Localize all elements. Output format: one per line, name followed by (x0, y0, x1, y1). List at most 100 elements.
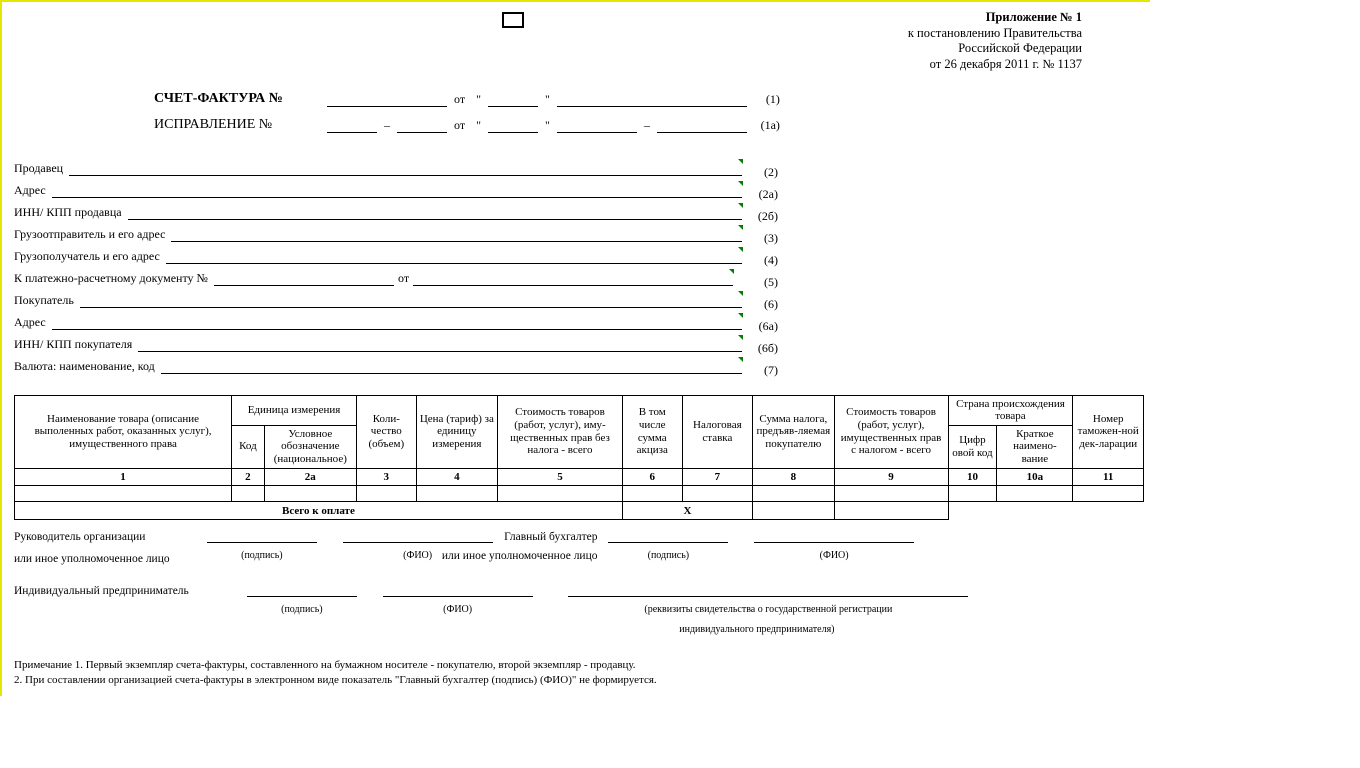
field-row: ИНН/ КПП продавца (2б) (14, 205, 1142, 227)
invoice-number-field[interactable] (327, 91, 447, 107)
field-underline[interactable] (214, 271, 394, 286)
field-underline[interactable] (128, 205, 742, 220)
dash-text: – (640, 118, 654, 133)
field-underline[interactable] (52, 315, 742, 330)
table-column-numbers-row: 1 2 2а 3 4 5 6 7 8 9 10 10а 11 (15, 468, 1144, 486)
ip-sign-field[interactable] (247, 584, 357, 597)
correction-number-row: ИСПРАВЛЕНИЕ № – от " " – (1а) (154, 117, 1142, 143)
acc-label: Главный бухгалтер (496, 531, 606, 543)
col-number: 7 (682, 468, 753, 486)
field-label: Продавец (14, 161, 69, 176)
fields-block: Продавец(2)Адрес(2а)ИНН/ КПП продавца (2б… (14, 161, 1142, 381)
signature-row-ip: Индивидуальный предприниматель (14, 584, 1142, 604)
quote-text: " (541, 92, 554, 107)
line-code: (3) (748, 231, 778, 246)
head-fio-field[interactable] (343, 530, 493, 543)
field-row: Валюта: наименование, код (7) (14, 359, 1142, 381)
ip-req-caption2: индивидуального предпринимателя) (557, 624, 957, 635)
col-header: Стоимость товаров (работ, услуг), иму-ще… (498, 395, 623, 468)
total-x: X (622, 502, 752, 520)
line-code: (4) (748, 253, 778, 268)
col-header: Сумма налога, предъяв-ляемая покупателю (753, 395, 834, 468)
note-line: 2. При составлении организацией счета-фа… (14, 673, 1142, 688)
acc-sign-field[interactable] (608, 530, 728, 543)
col-header: Цифр овой код (948, 425, 997, 468)
ip-fio-field[interactable] (383, 584, 533, 597)
field-label: Грузоотправитель и его адрес (14, 227, 171, 242)
appendix-line: к постановлению Правительства (14, 26, 1082, 42)
col-header: Единица измерения (232, 395, 357, 425)
correction-year-field[interactable] (657, 117, 747, 133)
signatures-block: Руководитель организации Главный бухгалт… (14, 530, 1142, 644)
col-number: 4 (416, 468, 497, 486)
appendix-block: Приложение № 1 к постановлению Правитель… (14, 10, 1142, 73)
field-row: Грузоотправитель и его адрес (3) (14, 227, 1142, 249)
field-underline[interactable] (52, 183, 742, 198)
correction-number-field[interactable] (327, 117, 377, 133)
appendix-line: от 26 декабря 2011 г. № 1137 (14, 57, 1082, 73)
line-code: (6) (748, 297, 778, 312)
quote-text: " (472, 92, 485, 107)
ip-req-field[interactable] (568, 584, 968, 597)
correction-day-field[interactable] (488, 117, 538, 133)
field-label: ИНН/ КПП покупателя (14, 337, 138, 352)
from-text: от (450, 92, 469, 107)
invoice-date-field[interactable] (557, 91, 747, 107)
field-label: ИНН/ КПП продавца (14, 205, 128, 220)
field-underline[interactable] (138, 337, 742, 352)
sign-caption: (подпись) (247, 604, 357, 615)
mid-text: от (394, 271, 413, 286)
invoice-label: СЧЕТ-ФАКТУРА № (154, 91, 324, 107)
correction-number-field2[interactable] (397, 117, 447, 133)
col-number: 6 (622, 468, 682, 486)
field-label: Адрес (14, 183, 52, 198)
appendix-line: Российской Федерации (14, 41, 1082, 57)
col-number: 10а (997, 468, 1073, 486)
field-underline[interactable] (161, 359, 742, 374)
col-header: Код (232, 425, 265, 468)
col-number: 2а (264, 468, 356, 486)
field-underline[interactable] (171, 227, 742, 242)
quote-text: " (541, 118, 554, 133)
col-header: Стоимость товаров (работ, услуг), имущес… (834, 395, 948, 468)
head-label: Руководитель организации (14, 531, 204, 543)
field-row: К платежно-расчетному документу №от(5) (14, 271, 1142, 293)
line-code: (6а) (748, 319, 778, 334)
acc-fio-field[interactable] (754, 530, 914, 543)
fio-caption: (ФИО) (754, 550, 914, 561)
signature-row-head-sub: или иное уполномоченное лицо (подпись) (… (14, 550, 1142, 570)
field-underline[interactable] (69, 161, 742, 176)
col-header: Краткое наимено-вание (997, 425, 1073, 468)
correction-month-field[interactable] (557, 117, 637, 133)
document-page: Приложение № 1 к постановлению Правитель… (0, 0, 1150, 696)
col-header: Страна происхождения товара (948, 395, 1073, 425)
field-row: Продавец(2) (14, 161, 1142, 183)
line-code: (6б) (748, 341, 778, 356)
invoice-day-field[interactable] (488, 91, 538, 107)
line-code: (7) (748, 363, 778, 378)
col-header: Наименование товара (описание выполенных… (15, 395, 232, 468)
field-row: Покупатель(6) (14, 293, 1142, 315)
head-label2: или иное уполномоченное лицо (14, 553, 204, 565)
correction-label: ИСПРАВЛЕНИЕ № (154, 117, 324, 133)
col-header: Налоговая ставка (682, 395, 753, 468)
table-row[interactable] (15, 486, 1144, 502)
field-underline[interactable] (80, 293, 742, 308)
head-sign-field[interactable] (207, 530, 317, 543)
col-number: 3 (356, 468, 416, 486)
col-header: В том числе сумма акциза (622, 395, 682, 468)
sign-caption: (подпись) (207, 550, 317, 561)
dash-text: – (380, 118, 394, 133)
document-header: СЧЕТ-ФАКТУРА № от " " (1) ИСПРАВЛЕНИЕ № … (14, 91, 1142, 143)
ip-label: Индивидуальный предприниматель (14, 585, 244, 597)
line-code: (2б) (748, 209, 778, 224)
field-underline[interactable] (413, 271, 733, 286)
fio-caption: (ФИО) (383, 604, 533, 615)
field-row: Адрес(2а) (14, 183, 1142, 205)
field-label: Грузополучатель и его адрес (14, 249, 166, 264)
line-code: (1а) (750, 118, 780, 133)
field-label: Валюта: наименование, код (14, 359, 161, 374)
signature-row-head: Руководитель организации Главный бухгалт… (14, 530, 1142, 550)
field-underline[interactable] (166, 249, 742, 264)
col-number: 1 (15, 468, 232, 486)
